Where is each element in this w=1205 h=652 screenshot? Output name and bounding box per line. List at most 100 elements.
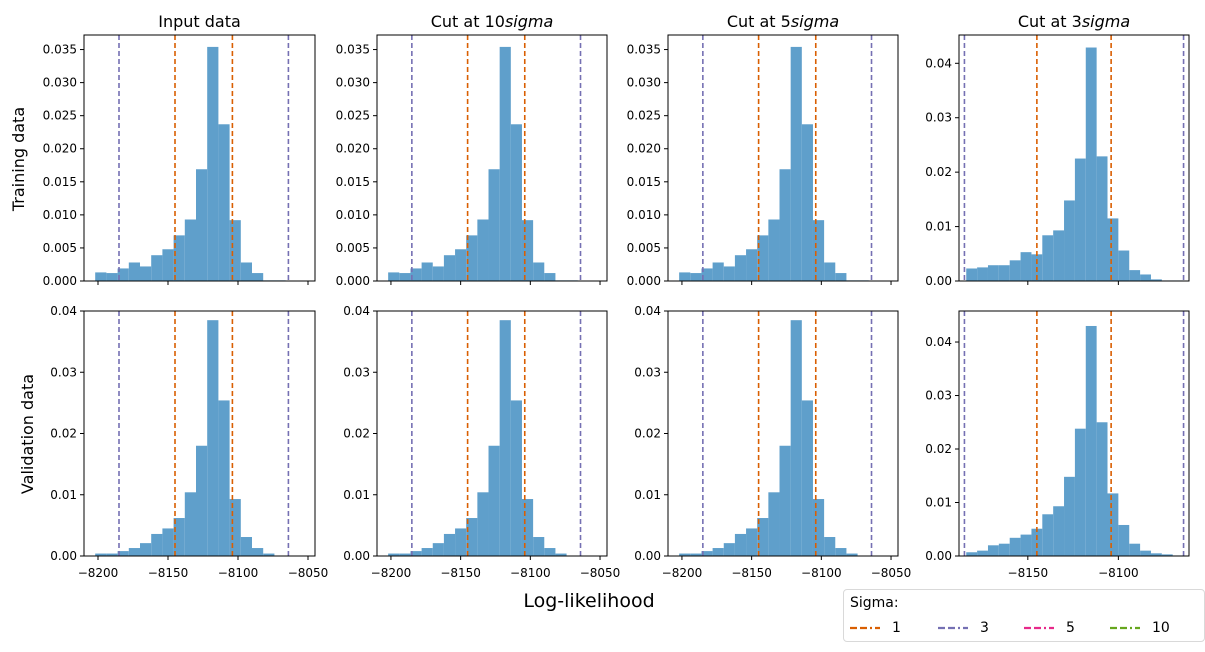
histogram-bar — [723, 266, 735, 281]
histogram-bar — [1107, 218, 1119, 281]
panel-1-3: 0.00 0.01 0.02 0.03 0.04 −8150 −8100 — [925, 310, 1190, 580]
y-tick-label: 0.005 — [336, 241, 370, 255]
histogram-bar — [510, 124, 522, 281]
histogram-bar — [779, 169, 791, 281]
y-tick-label: 0.000 — [336, 274, 370, 288]
histogram-bar — [1009, 537, 1021, 556]
histogram-bar — [1020, 534, 1032, 556]
histogram-bar — [443, 533, 456, 556]
histogram-bar — [117, 551, 129, 556]
y-tick-label: 0.04 — [925, 335, 952, 349]
y-tick-label: 0.00 — [925, 274, 952, 288]
histogram-bar — [824, 537, 836, 556]
histogram-bar — [1042, 514, 1054, 556]
histogram-bar — [812, 220, 825, 281]
histogram-bar — [824, 262, 836, 281]
y-tick-label: 0.035 — [336, 43, 370, 57]
histogram-bar — [544, 548, 556, 556]
histogram-bar — [521, 499, 534, 556]
y-tick-label: 0.020 — [336, 142, 370, 156]
histogram-bar — [443, 255, 456, 281]
histogram-bar — [432, 266, 444, 281]
histogram-bar — [987, 545, 999, 556]
histogram-bar — [1053, 506, 1065, 556]
x-tick-label: −8050 — [288, 566, 329, 580]
x-tick-label: −8200 — [371, 566, 412, 580]
histogram-bar — [229, 220, 241, 281]
histogram-bar — [977, 550, 988, 556]
y-tick-label: 0.030 — [43, 76, 77, 90]
y-tick-label: 0.000 — [43, 274, 77, 288]
axes-frame — [667, 34, 899, 282]
axes-frame — [958, 310, 1190, 557]
histogram-bar — [679, 272, 691, 281]
histogram-bar — [757, 235, 769, 281]
histogram-bar — [998, 543, 1010, 556]
histogram-bar — [1042, 235, 1054, 281]
y-tick-label: 0.00 — [50, 549, 77, 563]
histogram-bar — [1009, 260, 1021, 281]
histogram-bar — [712, 548, 724, 556]
y-tick-label: 0.010 — [336, 208, 370, 222]
histogram-bar — [477, 219, 489, 281]
histogram-bar — [533, 262, 545, 281]
y-tick-label: 0.03 — [343, 365, 370, 379]
y-tick-label: 0.015 — [336, 175, 370, 189]
histogram-bar — [128, 262, 140, 281]
y-tick-label: 0.025 — [43, 109, 77, 123]
panel-1-0: 0.00 0.01 0.02 0.03 0.04 −8200 −8150 −8100 −8050 — [50, 304, 328, 580]
histogram-bar — [1064, 476, 1075, 556]
histogram-bar — [106, 553, 118, 556]
y-tick-label: 0.01 — [925, 496, 952, 510]
y-tick-label: 0.005 — [627, 241, 661, 255]
row-label-training: Training data — [9, 107, 28, 212]
y-tick-label: 0.01 — [925, 220, 952, 234]
legend-item-sigma-5: 5 — [1024, 618, 1075, 638]
histogram-bar — [466, 235, 478, 281]
x-tick-label: −8050 — [871, 566, 912, 580]
histogram-bar — [1129, 270, 1141, 281]
histogram-bar — [998, 265, 1010, 281]
legend: Sigma: 1 3 5 10 — [843, 589, 1205, 642]
histogram-bar — [388, 553, 400, 556]
x-tick-label: −8100 — [801, 566, 842, 580]
y-tick-label: 0.04 — [634, 304, 661, 318]
histogram-bar — [1118, 524, 1130, 556]
histogram-bar — [240, 537, 252, 556]
legend-title: Sigma: — [850, 595, 899, 611]
y-tick-label: 0.01 — [50, 488, 77, 502]
x-tick-label: −8100 — [510, 566, 551, 580]
histogram-bar — [734, 255, 747, 281]
histogram-bar — [712, 262, 724, 281]
histogram-bar — [95, 272, 107, 281]
histogram-bar — [790, 46, 802, 281]
histogram-bar — [1150, 279, 1162, 281]
histogram-bar — [151, 533, 163, 556]
histogram-bar — [734, 533, 747, 556]
panel-1-1: 0.00 0.01 0.02 0.03 0.04 −8200 −8150 −8100 −8050 — [343, 304, 620, 580]
x-tick-label: −8100 — [1098, 566, 1139, 580]
histogram-bar — [544, 273, 556, 281]
x-axis-label: Log-likelihood — [523, 590, 654, 612]
legend-item-sigma-10: 10 — [1110, 618, 1170, 638]
histogram-bar — [252, 548, 264, 556]
histogram-bar — [977, 267, 988, 281]
histogram-bar — [1085, 47, 1097, 281]
y-tick-label: 0.03 — [634, 365, 661, 379]
y-tick-label: 0.030 — [627, 76, 661, 90]
x-tick-label: −8150 — [731, 566, 772, 580]
histogram-bar — [835, 548, 847, 556]
histogram-bar — [1140, 550, 1151, 556]
histogram-bar — [140, 266, 152, 281]
histogram-bar — [521, 220, 534, 281]
histogram-bar — [690, 553, 702, 556]
y-tick-label: 0.03 — [925, 111, 952, 125]
histogram-bar — [746, 528, 758, 556]
panel-title: Cut at 3sigma — [1018, 12, 1130, 31]
histogram-bar — [207, 320, 219, 556]
y-tick-label: 0.000 — [627, 274, 661, 288]
histogram-bar — [1140, 274, 1151, 281]
y-tick-label: 0.00 — [925, 549, 952, 563]
histogram-bar — [1074, 158, 1086, 281]
